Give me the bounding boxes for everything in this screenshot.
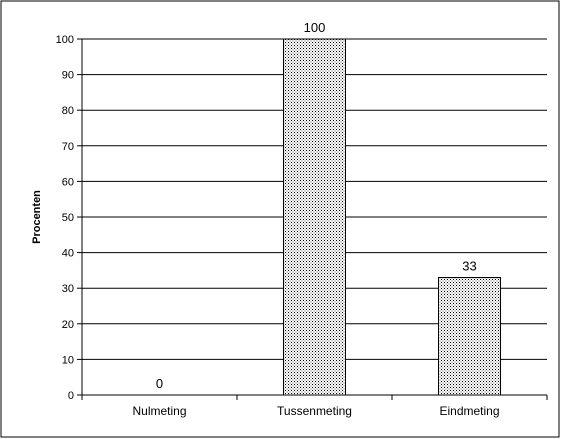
- data-label-tussenmeting: 100: [304, 20, 326, 35]
- y-tick-label: 80: [62, 105, 74, 117]
- y-tick-label: 70: [62, 141, 74, 153]
- x-axis-categories: Nulmeting Tussenmeting Eindmeting: [81, 395, 548, 418]
- y-tick-label: 100: [56, 34, 74, 46]
- data-label-eindmeting: 33: [462, 259, 476, 274]
- data-label-nulmeting: 0: [156, 376, 163, 391]
- y-tick-label: 20: [62, 319, 74, 331]
- y-tick-label: 50: [62, 212, 74, 224]
- y-tick-label: 0: [68, 390, 74, 402]
- y-axis-ticks: 0 10 20 30 40 50 60 70 80 90 100: [56, 34, 82, 402]
- y-tick-label: 60: [62, 176, 74, 188]
- bar-tussenmeting: [283, 38, 346, 396]
- x-category-label: Tussenmeting: [277, 404, 352, 418]
- y-tick-label: 10: [62, 354, 74, 366]
- x-category-label: Eindmeting: [439, 404, 499, 418]
- y-tick-label: 90: [62, 70, 74, 82]
- y-tick-label: 30: [62, 283, 74, 295]
- bar-eindmeting: [438, 277, 501, 396]
- y-tick-label: 40: [62, 248, 74, 260]
- x-category-label: Nulmeting: [132, 404, 186, 418]
- y-axis-label: Procenten: [31, 190, 43, 244]
- bars: 0 100 33: [156, 20, 501, 396]
